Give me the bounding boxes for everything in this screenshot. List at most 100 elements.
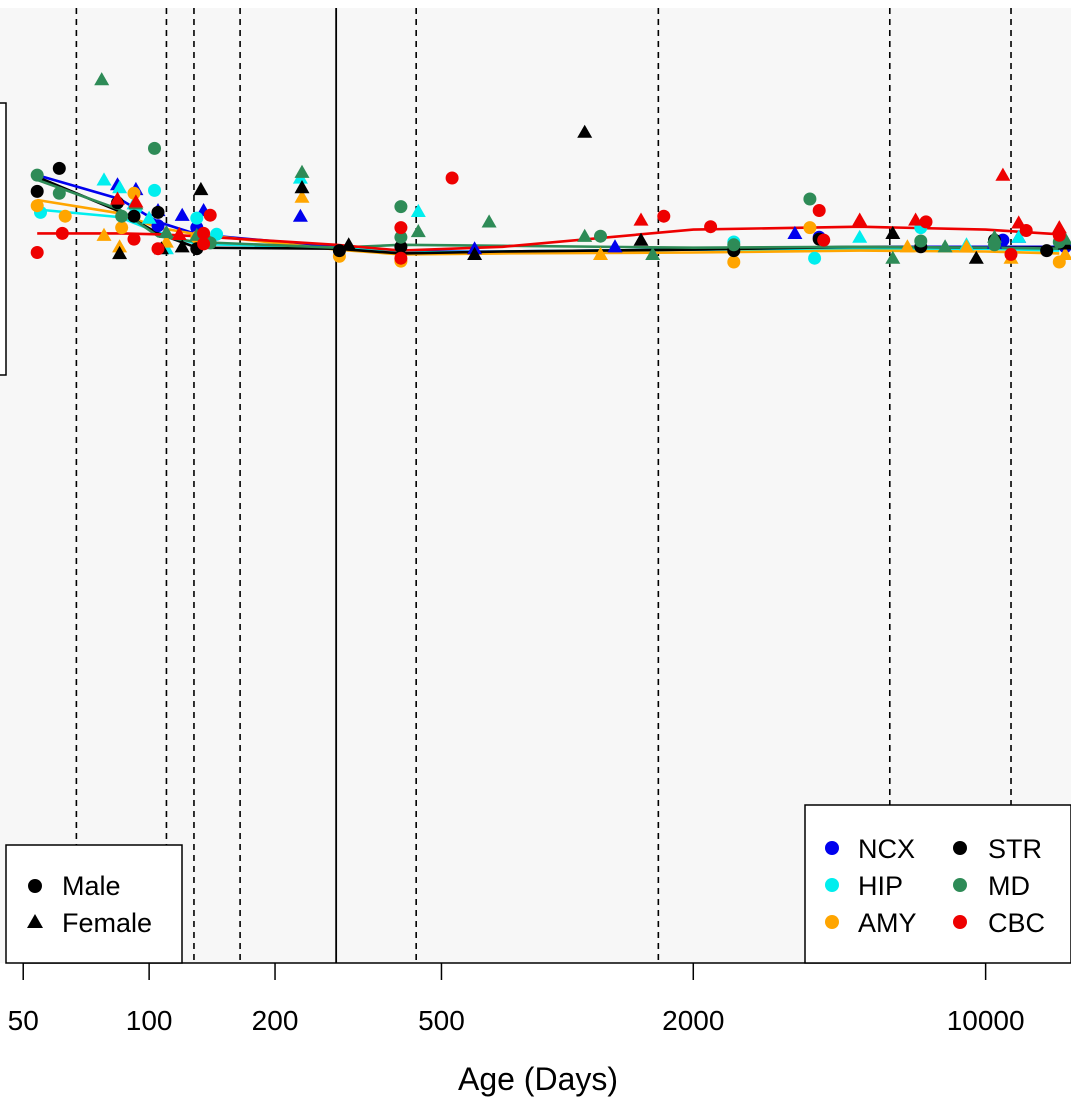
point-amy-female	[899, 239, 915, 253]
reference-lines	[75, 8, 1012, 963]
point-md-female	[577, 228, 593, 242]
point-amy-male	[127, 186, 141, 200]
legend-amy-marker	[825, 915, 839, 929]
point-cbc-male	[1004, 247, 1018, 261]
point-md-male	[30, 168, 44, 182]
legend-hip-label: HIP	[858, 871, 903, 901]
point-str-male	[30, 184, 44, 198]
axis-x: 50 100 200 500 2000 10000	[8, 962, 1025, 1036]
point-md-female	[645, 246, 661, 260]
point-cbc-male	[197, 237, 211, 251]
point-str-female	[174, 239, 190, 253]
point-cbc-female	[852, 212, 868, 226]
legend-female-label: Female	[62, 908, 152, 938]
point-cbc-male	[1019, 224, 1033, 237]
plot-background	[0, 8, 1071, 963]
point-str-male	[394, 240, 408, 254]
point-cbc-female	[128, 194, 144, 208]
point-amy-male	[30, 199, 44, 213]
region-legend: NCX STR HIP MD AMY CBC	[804, 804, 1071, 964]
point-amy-female	[593, 246, 608, 260]
point-md-male	[914, 234, 928, 248]
point-str-male	[1040, 244, 1054, 258]
point-md-female	[158, 224, 174, 238]
point-hip-female	[852, 229, 868, 243]
legend-str-marker	[953, 841, 967, 855]
legend-str-label: STR	[988, 834, 1042, 864]
point-amy-female	[96, 227, 112, 241]
point-cbc-male	[812, 204, 826, 217]
point-amy-female	[959, 239, 974, 253]
point-ncx-female	[292, 208, 308, 222]
point-cbc-male	[394, 251, 408, 265]
point-cbc-female	[633, 212, 649, 226]
point-hip-female	[141, 210, 157, 224]
point-cbc-male	[30, 246, 44, 259]
point-ncx-female	[787, 225, 803, 239]
point-amy-female	[294, 189, 310, 203]
point-cbc-male	[394, 221, 408, 235]
point-str-female	[577, 124, 593, 138]
point-cbc-male	[657, 209, 671, 223]
point-str-female	[341, 237, 357, 251]
shape-legend: Male Female	[5, 844, 183, 964]
point-cbc-male	[817, 233, 831, 247]
point-cbc-female	[908, 212, 924, 226]
legend-male-marker	[28, 879, 42, 893]
legend-cbc-label: CBC	[988, 908, 1045, 938]
x-tick-label: 500	[418, 1005, 465, 1036]
point-cbc-male	[704, 220, 718, 234]
x-axis-label: Age (Days)	[458, 1061, 618, 1097]
legend-cbc-marker	[953, 915, 967, 929]
point-str-male	[52, 161, 66, 175]
point-amy-female	[112, 239, 128, 253]
legend-hip-marker	[825, 878, 839, 892]
point-hip-male	[190, 211, 204, 225]
point-str-female	[193, 181, 209, 196]
point-md-male	[594, 229, 607, 243]
point-cbc-female	[995, 167, 1011, 181]
point-amy-male	[58, 209, 72, 223]
point-hip-female	[1011, 229, 1027, 243]
point-cbc-male	[445, 171, 459, 185]
x-tick-label: 50	[8, 1005, 39, 1036]
point-cbc-male	[55, 226, 69, 240]
point-md-male	[394, 230, 408, 244]
region-legend-box	[804, 804, 1071, 964]
legend-amy-label: AMY	[858, 908, 917, 938]
point-md-male	[988, 238, 1001, 252]
legend-ncx-marker	[825, 841, 839, 855]
point-hip-male	[808, 251, 822, 265]
x-tick-label: 100	[126, 1005, 173, 1036]
point-hip-male	[148, 183, 161, 197]
point-str-female	[467, 246, 483, 260]
point-md-male	[727, 238, 741, 252]
point-str-female	[968, 250, 984, 264]
point-amy-male	[727, 255, 741, 269]
point-str-female	[294, 180, 310, 194]
point-hip-female	[96, 172, 112, 186]
point-str-female	[633, 232, 649, 246]
x-tick-label: 10000	[947, 1005, 1025, 1036]
point-str-male	[332, 244, 346, 258]
point-md-female	[885, 250, 901, 264]
x-tick-label: 2000	[662, 1005, 724, 1036]
legend-ncx-label: NCX	[858, 834, 915, 864]
legend-male-label: Male	[62, 871, 121, 901]
point-str-male	[151, 205, 165, 219]
point-str-female	[885, 225, 901, 239]
point-md-female	[294, 164, 310, 178]
point-cbc-female	[110, 191, 125, 205]
point-ncx-female	[607, 239, 623, 253]
point-cbc-male	[203, 208, 217, 222]
point-str-female	[112, 245, 128, 260]
x-tick-label: 200	[252, 1005, 299, 1036]
legend-md-marker	[953, 878, 967, 892]
point-cbc-male	[1052, 228, 1066, 242]
shape-legend-box	[5, 844, 183, 964]
point-md-female	[937, 239, 953, 253]
point-hip-female	[112, 180, 128, 194]
data-markers	[30, 72, 1071, 269]
point-ncx-female	[174, 207, 190, 221]
